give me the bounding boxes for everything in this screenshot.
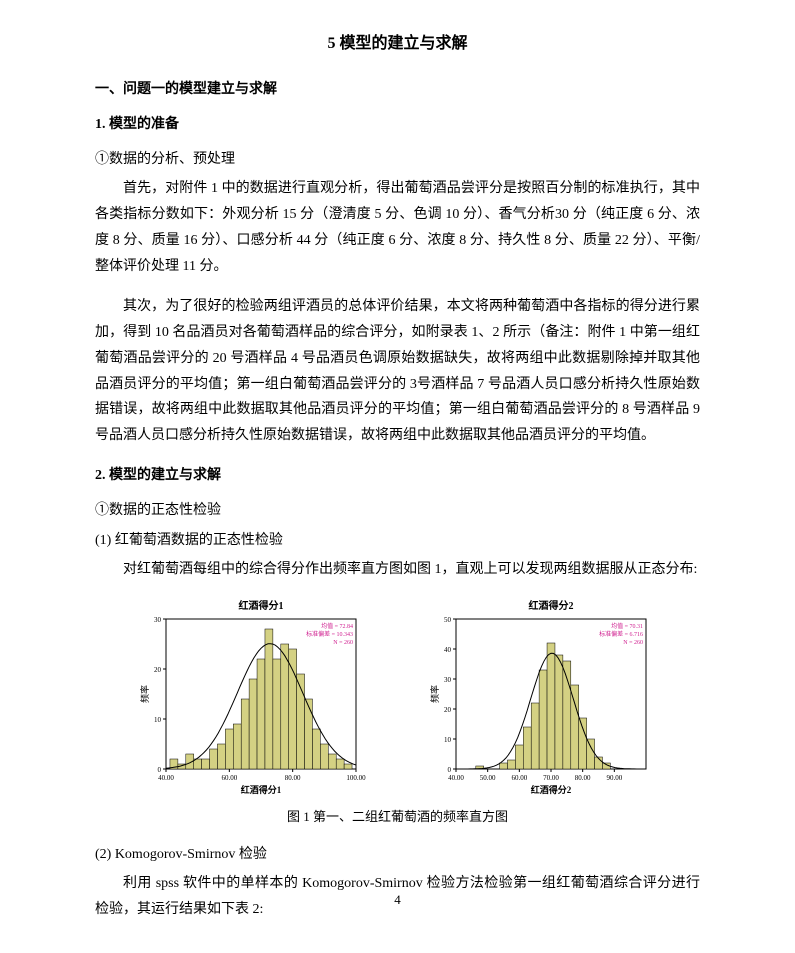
svg-text:40.00: 40.00 xyxy=(448,774,464,782)
svg-text:红酒得分2: 红酒得分2 xyxy=(528,599,573,612)
svg-text:频率: 频率 xyxy=(139,685,150,703)
svg-text:20: 20 xyxy=(444,706,452,714)
svg-text:N = 260: N = 260 xyxy=(623,640,643,646)
subhead-normality: ①数据的正态性检验 xyxy=(95,498,700,523)
svg-text:100.00: 100.00 xyxy=(346,774,366,782)
svg-text:标准偏差 = 10.343: 标准偏差 = 10.343 xyxy=(306,630,353,638)
svg-text:0: 0 xyxy=(447,766,451,774)
svg-text:80.00: 80.00 xyxy=(574,774,590,782)
subhead-data-preprocess: ①数据的分析、预处理 xyxy=(95,147,700,172)
svg-text:红酒得分2: 红酒得分2 xyxy=(530,784,571,795)
svg-text:均值 = 72.84: 均值 = 72.84 xyxy=(321,622,353,630)
svg-text:40: 40 xyxy=(444,646,452,654)
svg-text:50.00: 50.00 xyxy=(479,774,495,782)
paragraph-1b: 其次，为了很好的检验两组评酒员的总体评价结果，本文将两种葡萄酒中各指标的得分进行… xyxy=(95,294,700,449)
svg-text:10: 10 xyxy=(154,716,162,724)
section-1-heading: 一、问题一的模型建立与求解 xyxy=(95,77,700,102)
svg-text:红酒得分1: 红酒得分1 xyxy=(238,599,283,612)
paragraph-1a: 首先，对附件 1 中的数据进行直观分析，得出葡萄酒品尝评分是按照百分制的标准执行… xyxy=(95,176,700,280)
svg-text:频率: 频率 xyxy=(429,685,440,703)
histogram-chart-1: 红酒得分1010203040.0060.0080.00100.00频率红酒得分1… xyxy=(138,597,368,797)
svg-text:60.00: 60.00 xyxy=(511,774,527,782)
svg-text:90.00: 90.00 xyxy=(606,774,622,782)
section-1-2-heading: 2. 模型的建立与求解 xyxy=(95,463,700,488)
charts-row: 红酒得分1010203040.0060.0080.00100.00频率红酒得分1… xyxy=(95,597,700,797)
svg-text:均值 = 70.31: 均值 = 70.31 xyxy=(611,622,643,630)
svg-text:40.00: 40.00 xyxy=(158,774,174,782)
histogram-chart-2: 红酒得分2 0 10 20 30 40 50 40.00 50.00 60.00 70.00 80.0… xyxy=(428,597,658,797)
svg-text:70.00: 70.00 xyxy=(543,774,559,782)
svg-text:10: 10 xyxy=(444,736,452,744)
svg-text:80.00: 80.00 xyxy=(284,774,300,782)
svg-text:红酒得分1: 红酒得分1 xyxy=(240,784,281,795)
page-title: 5 模型的建立与求解 xyxy=(95,30,700,59)
subhead-red-wine-normality: (1) 红葡萄酒数据的正态性检验 xyxy=(95,528,700,553)
svg-text:20: 20 xyxy=(154,666,162,674)
svg-text:标准偏差 = 6.716: 标准偏差 = 6.716 xyxy=(599,630,643,638)
svg-text:60.00: 60.00 xyxy=(221,774,237,782)
paragraph-2: 对红葡萄酒每组中的综合得分作出频率直方图如图 1，直观上可以发现两组数据服从正态… xyxy=(95,557,700,583)
svg-text:30: 30 xyxy=(444,676,452,684)
svg-text:N = 260: N = 260 xyxy=(333,640,353,646)
svg-text:0: 0 xyxy=(157,766,161,774)
svg-text:30: 30 xyxy=(154,616,162,624)
section-1-1-heading: 1. 模型的准备 xyxy=(95,112,700,137)
figure-1-caption: 图 1 第一、二组红葡萄酒的频率直方图 xyxy=(95,805,700,828)
subhead-ks-test: (2) Komogorov-Smirnov 检验 xyxy=(95,842,700,867)
svg-text:50: 50 xyxy=(444,616,452,624)
page-number: 4 xyxy=(394,888,401,911)
